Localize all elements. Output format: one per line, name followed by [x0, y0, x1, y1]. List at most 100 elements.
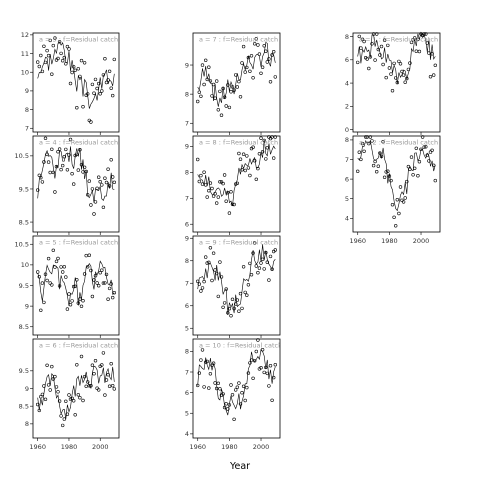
- observed-point: [103, 281, 107, 285]
- panel-frame: [192, 32, 281, 133]
- observed-point: [238, 157, 243, 161]
- observed-point: [409, 155, 414, 159]
- observed-point: [71, 284, 76, 289]
- observed-point: [382, 175, 387, 180]
- observed-point: [422, 32, 426, 36]
- observed-point: [79, 163, 84, 167]
- observed-point: [394, 76, 398, 80]
- facet-panel: 7 8 9 a = 7 : f=Residual catch: [185, 32, 281, 135]
- observed-point: [428, 74, 433, 79]
- observed-point: [230, 393, 235, 397]
- observed-point: [428, 150, 433, 154]
- observed-point: [197, 371, 202, 375]
- facet-panel: 0 2 4 6 8 a = 1 : f=Residual catch: [345, 31, 441, 135]
- observed-point: [65, 44, 70, 49]
- x-tick-label: 1960: [29, 443, 46, 451]
- observed-point: [370, 42, 374, 46]
- observed-point: [235, 181, 240, 186]
- observed-point: [100, 183, 104, 187]
- observed-point: [56, 256, 60, 261]
- fitted-series-line: [197, 139, 276, 207]
- observed-point: [260, 65, 265, 69]
- observed-point: [262, 267, 266, 271]
- observed-point: [42, 44, 46, 48]
- observed-point: [59, 167, 63, 172]
- observed-point: [35, 270, 40, 274]
- observed-point: [107, 384, 112, 388]
- y-tick-label: 8: [185, 90, 189, 98]
- y-tick-label: 8: [185, 348, 189, 356]
- y-tick-label: 9.5: [19, 367, 29, 375]
- y-tick-label: 9: [25, 87, 29, 95]
- panel-label: a = 3 : f=Residual catch: [39, 36, 118, 44]
- observed-point: [64, 62, 68, 66]
- observed-point: [202, 170, 206, 174]
- x-tick-label: 1980: [221, 443, 238, 451]
- observed-point: [238, 291, 243, 296]
- observed-point: [62, 265, 67, 269]
- y-tick-label: 6: [185, 302, 189, 310]
- y-tick-label: 5: [185, 410, 189, 418]
- observed-point: [110, 175, 115, 179]
- observed-point: [218, 180, 222, 184]
- observed-point: [199, 289, 203, 293]
- observed-point: [57, 40, 62, 44]
- observed-point: [67, 47, 71, 51]
- observed-point: [240, 306, 244, 311]
- observed-point: [241, 384, 246, 388]
- observed-point: [226, 191, 230, 195]
- observed-point: [226, 311, 230, 315]
- observed-point: [238, 95, 243, 99]
- observed-point: [237, 151, 241, 156]
- observed-point: [256, 43, 260, 47]
- observed-point: [110, 295, 115, 300]
- observed-point: [39, 176, 43, 180]
- observed-point: [260, 150, 265, 154]
- observed-point: [253, 159, 257, 163]
- observed-point: [57, 147, 62, 151]
- observed-point: [50, 147, 54, 152]
- observed-point: [79, 58, 84, 63]
- observed-point: [57, 399, 62, 403]
- observed-point: [213, 96, 217, 100]
- observed-point: [202, 279, 206, 284]
- observed-point: [229, 383, 233, 387]
- y-tick-label: 11: [21, 50, 29, 58]
- observed-point: [360, 37, 365, 41]
- observed-point: [39, 53, 43, 58]
- x-tick-label: 1980: [61, 443, 78, 451]
- observed-point: [196, 279, 200, 283]
- observed-point: [71, 182, 76, 186]
- observed-point: [381, 140, 385, 144]
- observed-point: [219, 113, 224, 117]
- observed-point: [375, 170, 379, 174]
- panel-frame: [192, 235, 281, 336]
- observed-point: [273, 363, 277, 367]
- observed-point: [357, 34, 361, 39]
- observed-point: [197, 90, 202, 94]
- observed-point: [45, 363, 49, 367]
- observed-point: [76, 168, 81, 172]
- observed-point: [406, 164, 411, 169]
- observed-point: [262, 370, 266, 375]
- observed-point: [249, 358, 254, 362]
- observed-point: [89, 203, 93, 207]
- observed-point: [218, 260, 222, 264]
- observed-point: [389, 178, 393, 183]
- panel-grid: 7 8 9 10 11 12 a = 3 : f=Residual catch 8.5 9.5 1…: [15, 31, 441, 451]
- observed-point: [205, 261, 209, 265]
- observed-point: [46, 256, 51, 261]
- observed-point: [112, 291, 117, 295]
- observed-point: [96, 284, 101, 288]
- observed-point: [221, 305, 225, 309]
- y-tick-label: 4: [345, 79, 349, 87]
- observed-point: [264, 250, 268, 255]
- observed-point: [268, 80, 273, 84]
- observed-point: [216, 294, 221, 299]
- observed-point: [405, 76, 409, 81]
- observed-point: [50, 72, 54, 76]
- panel-label: a = 6 : f=Residual catch: [39, 342, 118, 350]
- observed-point: [259, 366, 263, 370]
- observed-point: [204, 58, 208, 62]
- observed-point: [98, 180, 102, 184]
